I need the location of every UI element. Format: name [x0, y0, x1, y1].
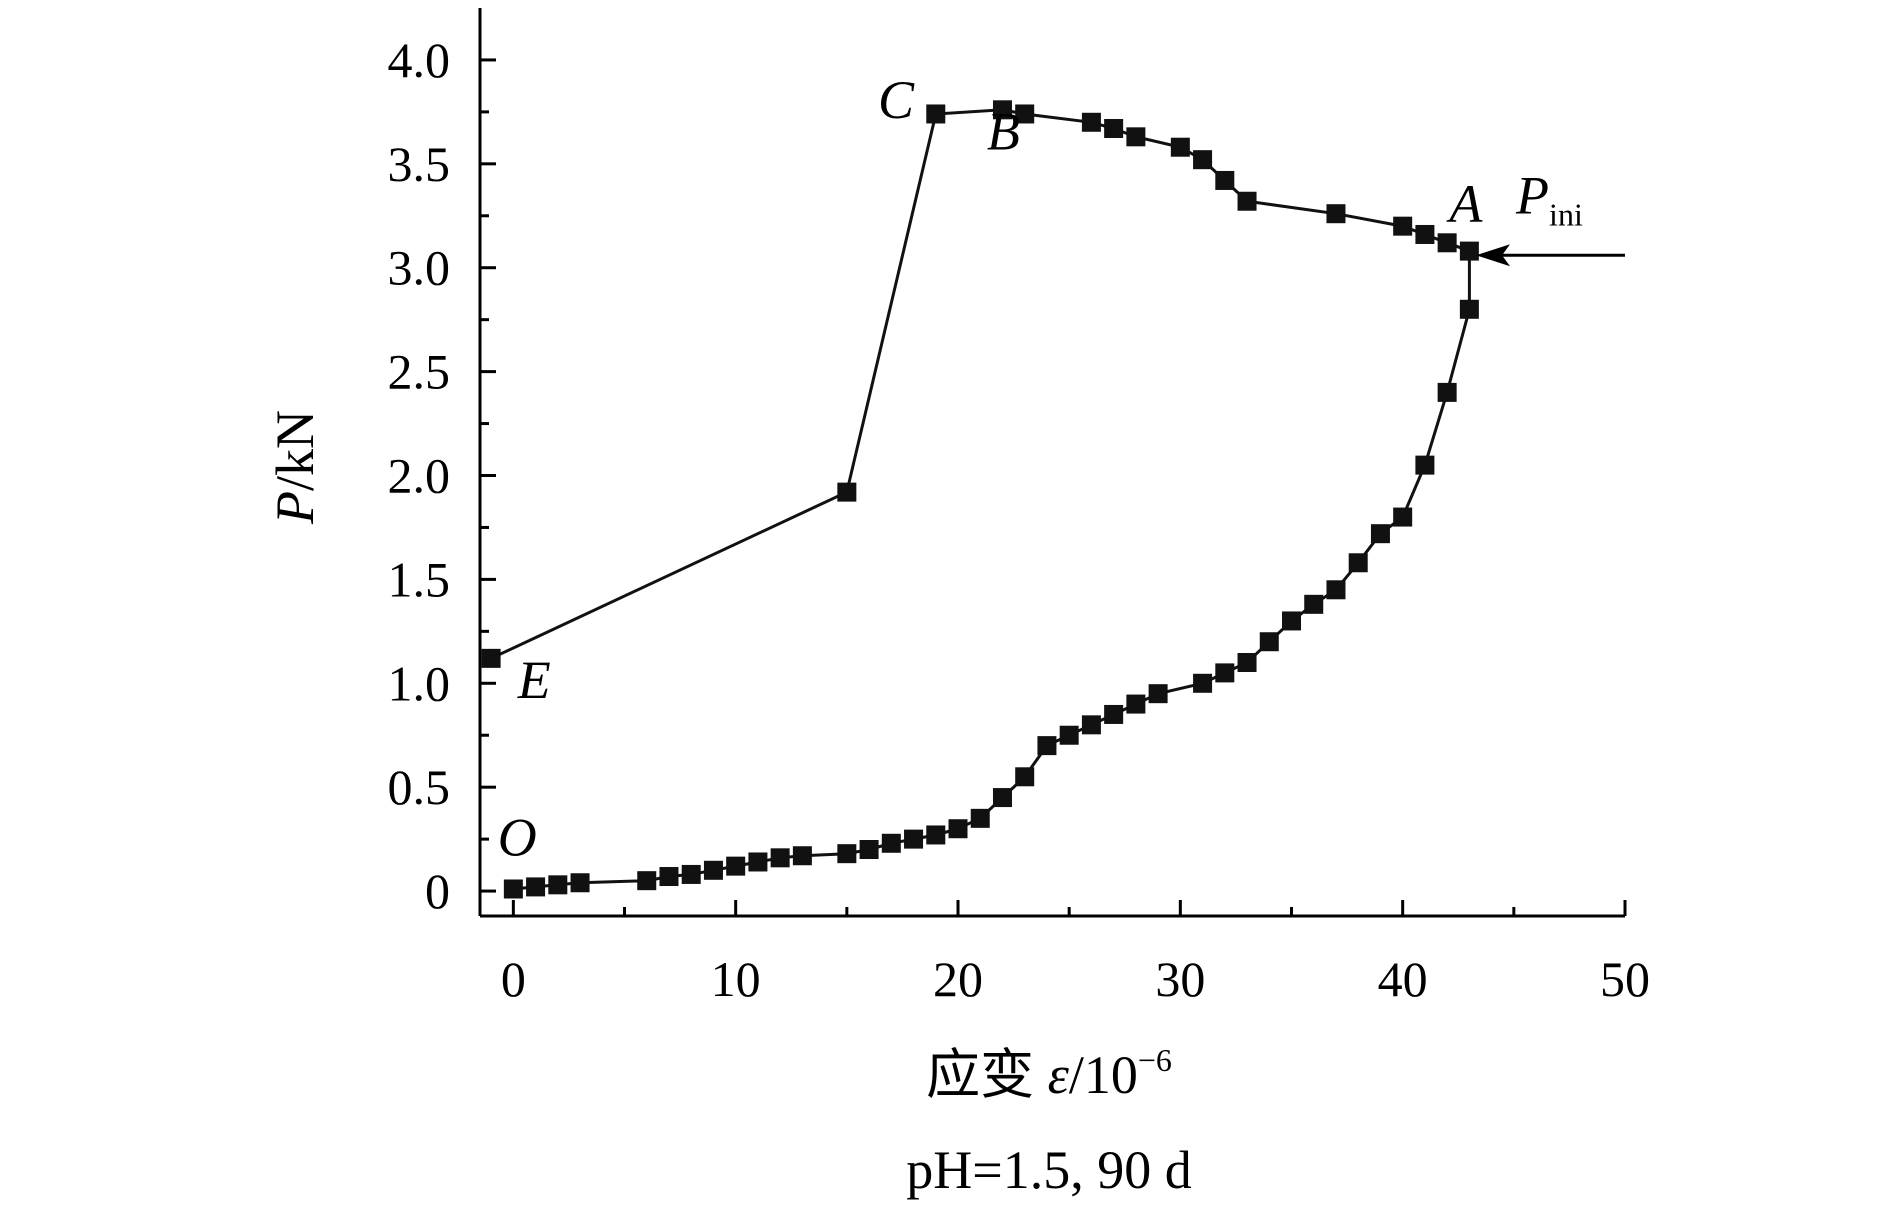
data-point — [570, 873, 590, 893]
annotation-label: C — [878, 70, 915, 130]
data-point — [481, 648, 501, 668]
y-tick-label: 4.0 — [388, 32, 451, 88]
data-point — [1393, 507, 1413, 527]
x-tick-label: 20 — [933, 951, 983, 1007]
data-point — [503, 879, 523, 899]
data-point — [548, 875, 568, 895]
data-point — [1437, 382, 1457, 402]
data-point — [1415, 224, 1435, 244]
data-point — [1393, 216, 1413, 236]
x-tick-label: 50 — [1600, 951, 1650, 1007]
data-point — [1348, 553, 1368, 573]
annotation-label: E — [517, 650, 551, 710]
y-axis-title-unit: /kN — [265, 410, 325, 491]
data-point — [904, 829, 924, 849]
x-tick-label: 30 — [1155, 951, 1205, 1007]
x-axis-title-unit: /10 — [1069, 1045, 1138, 1105]
data-point — [1459, 241, 1479, 261]
y-tick-label: 1.0 — [388, 655, 451, 711]
data-point — [1037, 736, 1057, 756]
y-tick-label: 0 — [425, 863, 450, 919]
data-point — [1415, 455, 1435, 475]
data-point — [1237, 653, 1257, 673]
data-point — [926, 825, 946, 845]
data-point — [1193, 673, 1213, 693]
y-tick-label: 0.5 — [388, 759, 451, 815]
x-tick-label: 10 — [711, 951, 761, 1007]
data-point — [1104, 119, 1124, 139]
data-point — [948, 819, 968, 839]
annotation-label: O — [498, 808, 537, 868]
annotation-subscript: ini — [1549, 197, 1583, 233]
y-tick-label: 3.0 — [388, 240, 451, 296]
annotation-label: Pini — [1515, 166, 1583, 233]
x-tick-label: 40 — [1378, 951, 1428, 1007]
annotations: O E C B A Pini — [498, 70, 1625, 868]
x-tick-label: 0 — [501, 951, 526, 1007]
data-point — [526, 877, 546, 897]
axes: 0 10 20 30 40 50 0 0.5 1.0 1.5 2.0 2.5 3.0 3.5 4.0 — [388, 8, 1650, 1007]
data-point — [1081, 715, 1101, 735]
data-point — [1326, 580, 1346, 600]
annotation-label: A — [1446, 174, 1483, 234]
data-point — [1215, 663, 1235, 683]
data-point — [1126, 127, 1146, 147]
y-tick-label: 2.0 — [388, 448, 451, 504]
data-point — [1015, 767, 1035, 787]
y-tick-label: 1.5 — [388, 551, 451, 607]
data-point — [1259, 632, 1279, 652]
data-point — [1126, 694, 1146, 714]
data-point — [1326, 204, 1346, 224]
y-tick-label: 2.5 — [388, 344, 451, 400]
y-axis-title: P/kN — [265, 410, 325, 525]
data-point — [681, 864, 701, 884]
x-axis-title-var: ε — [1048, 1045, 1070, 1105]
chart-caption: pH=1.5, 90 d — [906, 1140, 1191, 1200]
data-point — [970, 808, 990, 828]
data-point — [1081, 112, 1101, 132]
data-point — [1282, 611, 1302, 631]
data-point — [770, 848, 790, 868]
data-point — [1215, 170, 1235, 190]
data-point — [859, 840, 879, 860]
annotation-label: B — [987, 101, 1020, 161]
y-tick-label: 3.5 — [388, 136, 451, 192]
data-point — [881, 833, 901, 853]
data-point — [1437, 233, 1457, 253]
x-axis-title-main: 应变 — [926, 1045, 1048, 1105]
data-point — [1015, 104, 1035, 124]
data-point — [1459, 299, 1479, 319]
data-point — [659, 867, 679, 887]
data-point — [926, 104, 946, 124]
x-axis-title: 应变 ε/10−6 — [926, 1042, 1172, 1105]
data-point — [1059, 725, 1079, 745]
data-point — [637, 871, 657, 891]
data-point — [1237, 191, 1257, 211]
y-axis-title-var: P — [265, 491, 325, 525]
series-line — [490, 108, 1471, 891]
data-point — [837, 844, 857, 864]
data-point — [726, 856, 746, 876]
data-point — [792, 846, 812, 866]
data-point — [748, 852, 768, 872]
data-point — [703, 860, 723, 880]
data-point — [1170, 137, 1190, 157]
data-point — [1148, 684, 1168, 704]
data-point — [992, 788, 1012, 808]
series-layer — [481, 100, 1479, 899]
x-axis-title-exp: −6 — [1138, 1042, 1172, 1078]
data-point — [1304, 594, 1324, 614]
data-point — [1104, 704, 1124, 724]
arrow-head — [1476, 244, 1511, 267]
data-point — [992, 100, 1012, 120]
data-point — [837, 482, 857, 502]
data-point — [1193, 150, 1213, 170]
data-point — [1370, 524, 1390, 544]
